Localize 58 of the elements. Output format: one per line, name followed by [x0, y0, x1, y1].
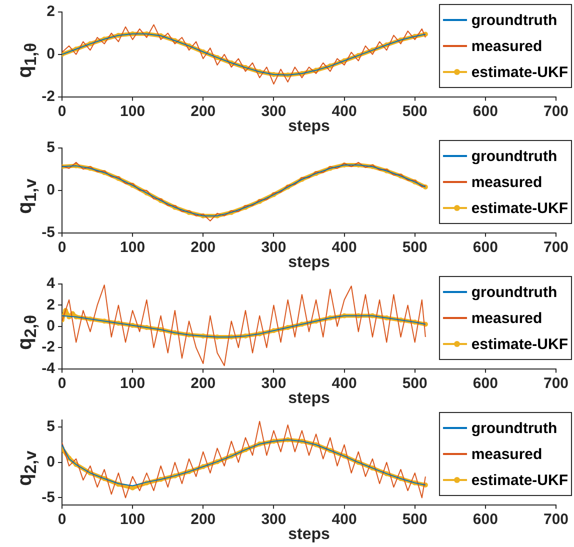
x-tick-label: 400	[332, 238, 357, 256]
x-tick-label: 200	[190, 238, 216, 256]
x-axis-title: steps	[288, 526, 330, 543]
legend-label: estimate-UKF	[471, 200, 568, 216]
x-tick-label: 500	[402, 510, 428, 528]
x-tick-label: 400	[332, 374, 357, 392]
x-tick-label: 200	[190, 510, 216, 528]
x-tick-label: 100	[120, 374, 146, 392]
x-tick-label: 100	[120, 238, 146, 256]
x-tick-label: 200	[190, 374, 216, 392]
x-tick-label: 300	[261, 102, 286, 120]
y-tick-label: -4	[42, 360, 56, 377]
y-tick-label: 5	[46, 139, 55, 156]
y-tick-label: 5	[46, 418, 55, 436]
x-tick-label: 300	[261, 238, 286, 256]
legend-label: measured	[471, 310, 542, 326]
legend-label: measured	[471, 174, 542, 190]
x-axis-title: steps	[288, 390, 330, 407]
x-tick-label: 100	[120, 510, 146, 528]
y-tick-label: 0	[46, 454, 55, 471]
x-tick-label: 600	[472, 510, 498, 528]
legend-label: measured	[471, 446, 542, 462]
y-tick-label: 0	[46, 318, 55, 335]
x-tick-label: 200	[190, 102, 216, 120]
x-axis-title: steps	[288, 118, 330, 135]
y-tick-label: 2	[46, 296, 55, 314]
x-tick-label: 700	[543, 238, 569, 256]
legend-label: groundtruth	[471, 12, 558, 28]
x-tick-label: 100	[120, 102, 146, 120]
x-tick-label: 700	[543, 102, 569, 120]
x-tick-label: 700	[543, 374, 569, 392]
y-tick-label: -2	[42, 338, 55, 356]
y-tick-label: -2	[42, 88, 55, 105]
x-tick-label: 600	[472, 374, 498, 392]
x-tick-label: 500	[402, 238, 428, 256]
x-axis-title: steps	[288, 254, 330, 271]
legend-label: measured	[471, 38, 542, 54]
y-tick-label: 4	[46, 275, 56, 292]
y-tick-label: 0	[46, 46, 55, 63]
x-tick-label: 400	[332, 102, 357, 120]
legend-label: groundtruth	[471, 284, 558, 300]
x-tick-label: 300	[261, 510, 286, 528]
legend-label: groundtruth	[471, 148, 558, 164]
x-tick-label: 500	[402, 374, 428, 392]
legend-label: estimate-UKF	[471, 472, 568, 488]
y-tick-label: -5	[42, 488, 55, 506]
x-tick-label: 300	[261, 374, 286, 392]
x-tick-label: 400	[332, 510, 357, 528]
y-tick-label: -5	[42, 224, 55, 241]
x-tick-label: 500	[402, 102, 428, 120]
x-tick-label: 600	[472, 238, 498, 256]
y-tick-label: 2	[46, 3, 55, 20]
legend-label: groundtruth	[471, 420, 558, 436]
x-tick-label: 600	[472, 102, 498, 120]
legend-label: estimate-UKF	[471, 336, 568, 352]
y-tick-label: 0	[46, 182, 55, 199]
legend-label: estimate-UKF	[471, 64, 568, 80]
x-tick-label: 700	[543, 510, 569, 528]
